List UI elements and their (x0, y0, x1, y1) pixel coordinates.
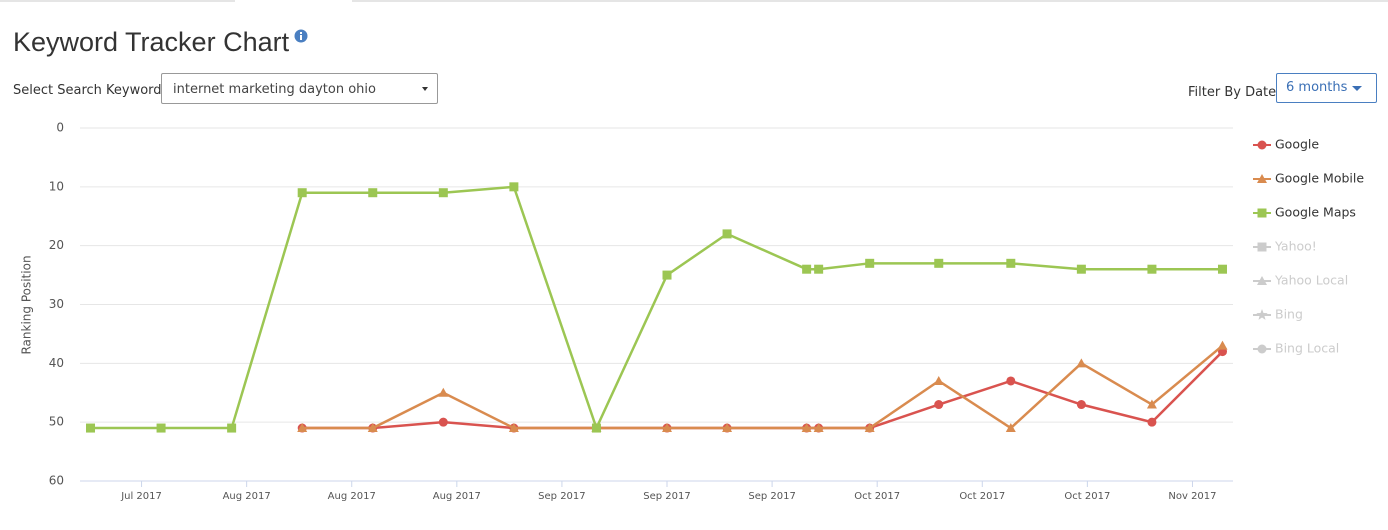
data-point (662, 423, 673, 433)
legend-marker (1257, 344, 1267, 354)
legend-marker (1257, 174, 1267, 183)
data-point (1076, 400, 1086, 410)
legend-label: Google Mobile (1275, 171, 1364, 186)
data-point (368, 188, 378, 198)
data-point (86, 423, 96, 433)
data-point (934, 258, 944, 268)
filter-label: Filter By Date (1188, 85, 1277, 100)
y-tick-label: 30 (49, 297, 64, 311)
data-point (801, 423, 812, 433)
data-point (802, 264, 812, 274)
legend-marker (1256, 309, 1268, 320)
x-tick-label: Nov 2017 (1168, 491, 1216, 502)
data-point (1006, 376, 1016, 386)
x-tick-label: Oct 2017 (959, 491, 1005, 502)
legend-item[interactable]: Bing Local (1253, 341, 1339, 356)
legend-marker (1257, 276, 1267, 285)
x-tick-label: Aug 2017 (328, 491, 376, 502)
keyword-value: internet marketing dayton ohio (173, 82, 376, 97)
page-title: Keyword Tracker Chart (13, 27, 290, 57)
x-tick-label: Jul 2017 (120, 491, 162, 502)
x-tick-label: Oct 2017 (854, 491, 900, 502)
keyword-select[interactable]: internet marketing dayton ohio (161, 73, 438, 104)
x-tick-label: Aug 2017 (433, 491, 481, 502)
y-tick-label: 40 (49, 356, 64, 370)
legend-marker (1257, 242, 1267, 252)
y-tick-label: 50 (49, 415, 64, 429)
active-tab[interactable] (235, 0, 352, 2)
legend-label: Yahoo! (1274, 239, 1317, 254)
legend-item[interactable]: Yahoo! (1253, 239, 1317, 254)
chart: Ranking Position 0 10 20 30 40 50 60 Jul 2017 Au… (20, 121, 1365, 503)
data-point (1076, 264, 1086, 274)
data-point (934, 400, 944, 410)
data-point (933, 375, 944, 385)
series (297, 347, 1227, 433)
y-tick-label: 20 (49, 238, 64, 252)
caret (422, 87, 428, 91)
data-point (864, 423, 875, 433)
y-tick-label: 10 (49, 179, 64, 193)
x-tick-label: Aug 2017 (223, 491, 271, 502)
y-tick-label: 60 (49, 474, 64, 488)
legend-item[interactable]: Yahoo Local (1253, 273, 1348, 288)
data-point (438, 387, 449, 397)
data-point (367, 423, 378, 433)
legend-marker (1257, 208, 1267, 218)
y-tick-label: 0 (56, 121, 64, 135)
legend-item[interactable]: Google Mobile (1253, 171, 1364, 186)
data-point (1006, 258, 1016, 268)
x-tick-label: Sep 2017 (538, 491, 585, 502)
legend-marker (1257, 140, 1267, 150)
x-tick-label: Sep 2017 (643, 491, 690, 502)
filter-button[interactable]: 6 months (1276, 73, 1377, 103)
data-point (156, 423, 166, 433)
legend-item[interactable]: Bing (1253, 307, 1303, 322)
data-point (813, 423, 824, 433)
data-point (814, 264, 824, 274)
series-line (302, 344, 1224, 430)
info-icon[interactable] (294, 29, 308, 43)
data-point (1076, 358, 1087, 368)
data-point (438, 417, 448, 427)
data-point (722, 229, 732, 239)
data-point (508, 423, 519, 433)
legend-item[interactable]: Google Maps (1253, 205, 1356, 220)
series (86, 182, 1227, 433)
caret (1352, 86, 1362, 91)
legend-item[interactable]: Google (1253, 137, 1319, 152)
x-tick-label: Oct 2017 (1064, 491, 1110, 502)
data-point (509, 182, 519, 192)
legend-label: Google (1275, 137, 1319, 152)
filter-value: 6 months (1286, 80, 1348, 95)
data-point (662, 270, 672, 280)
legend-label: Yahoo Local (1274, 273, 1348, 288)
data-point (1005, 423, 1016, 433)
y-axis-label: Ranking Position (20, 255, 34, 354)
x-tick-label: Sep 2017 (748, 491, 795, 502)
data-point (1217, 340, 1228, 350)
data-point (1217, 264, 1227, 274)
legend-label: Bing (1275, 307, 1303, 322)
legend-label: Bing Local (1275, 341, 1339, 356)
data-point (1146, 399, 1157, 409)
legend-label: Google Maps (1275, 205, 1356, 220)
data-point (297, 423, 308, 433)
data-point (722, 423, 733, 433)
data-point (1147, 264, 1157, 274)
data-point (438, 188, 448, 198)
keyword-label: Select Search Keyword: (13, 83, 166, 98)
data-point (865, 258, 875, 268)
data-point (1147, 417, 1157, 427)
data-point (227, 423, 237, 433)
series (297, 340, 1228, 433)
series-line (90, 185, 1223, 432)
data-point (591, 423, 601, 433)
tab-bar (0, 0, 1388, 2)
data-point (297, 188, 307, 198)
